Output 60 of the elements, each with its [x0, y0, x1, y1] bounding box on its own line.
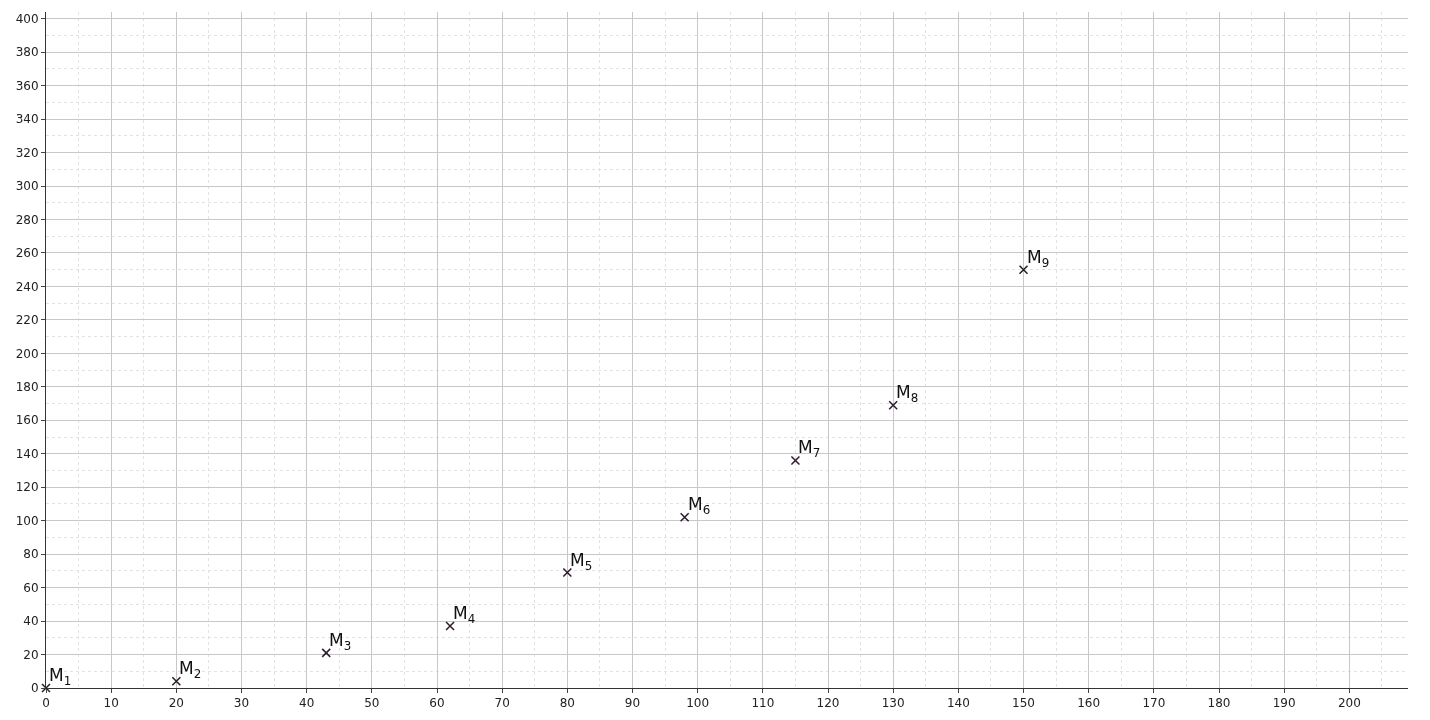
y-tick-label: 320	[15, 145, 39, 160]
annotation: M$_{4}$	[453, 603, 476, 626]
y-tick-label: 180	[15, 380, 39, 395]
x-tick-label: 130	[881, 696, 905, 711]
y-tick-label: 220	[15, 313, 39, 328]
annotation: M$_{6}$	[688, 494, 711, 517]
y-tick-label: 160	[15, 413, 39, 428]
annotation: M$_{2}$	[179, 658, 202, 681]
x-tick-label: 80	[559, 696, 575, 711]
point	[562, 567, 573, 578]
x-tick-label: 50	[364, 696, 380, 711]
x-tick-label: 150	[1012, 696, 1035, 711]
point	[888, 400, 898, 410]
y-tick-label: 280	[15, 212, 39, 227]
x-tick-label: 90	[624, 696, 641, 711]
y-tick-label: 20	[23, 647, 39, 662]
x-tick-label: 10	[103, 696, 119, 711]
x-tick-label: 140	[946, 696, 970, 711]
point	[445, 621, 455, 631]
y-tick-label: 240	[15, 279, 39, 294]
y-tick-label: 380	[15, 45, 39, 60]
annotation: M$_{3}$	[329, 630, 352, 653]
annotation: M$_{9}$	[1027, 247, 1050, 270]
point	[321, 648, 331, 658]
annotation: M$_{7}$	[798, 437, 821, 460]
x-tick-label: 40	[299, 696, 315, 711]
x-tick-label: 70	[494, 696, 510, 711]
point	[1018, 264, 1029, 275]
y-tick-label: 400	[15, 11, 39, 26]
y-tick-label: 100	[15, 513, 39, 528]
x-tick-label: 120	[816, 696, 840, 711]
x-tick-label: 100	[686, 696, 710, 711]
y-tick-label: 200	[15, 346, 39, 361]
x-tick-label: 20	[168, 696, 184, 711]
y-tick-label: 60	[23, 580, 39, 595]
y-tick-label: 40	[23, 614, 39, 629]
x-tick-label: 180	[1207, 696, 1231, 711]
annotation: M$_{5}$	[570, 550, 593, 573]
point	[790, 455, 801, 466]
x-tick-label: 30	[233, 696, 250, 711]
y-tick-label: 80	[23, 547, 39, 562]
point	[41, 683, 51, 693]
y-tick-label: 260	[15, 246, 39, 261]
y-tick-label: 0	[30, 681, 39, 696]
y-tick-label: 140	[15, 446, 39, 461]
x-tick-label: 60	[429, 696, 445, 711]
point	[679, 512, 690, 523]
annotation: M$_{8}$	[896, 382, 919, 405]
y-tick-label: 120	[15, 480, 39, 495]
x-tick-label: 200	[1337, 696, 1361, 711]
y-tick-label: 340	[15, 112, 39, 127]
x-tick-label: 190	[1272, 696, 1296, 711]
x-tick-label: 0	[42, 696, 50, 711]
point	[171, 676, 182, 687]
annotation: M$_{1}$	[49, 665, 72, 688]
x-tick-label: 160	[1077, 696, 1101, 711]
y-tick-label: 360	[15, 78, 39, 93]
y-tick-label: 300	[15, 179, 39, 194]
x-tick-label: 110	[751, 696, 775, 711]
x-tick-label: 170	[1142, 696, 1166, 711]
